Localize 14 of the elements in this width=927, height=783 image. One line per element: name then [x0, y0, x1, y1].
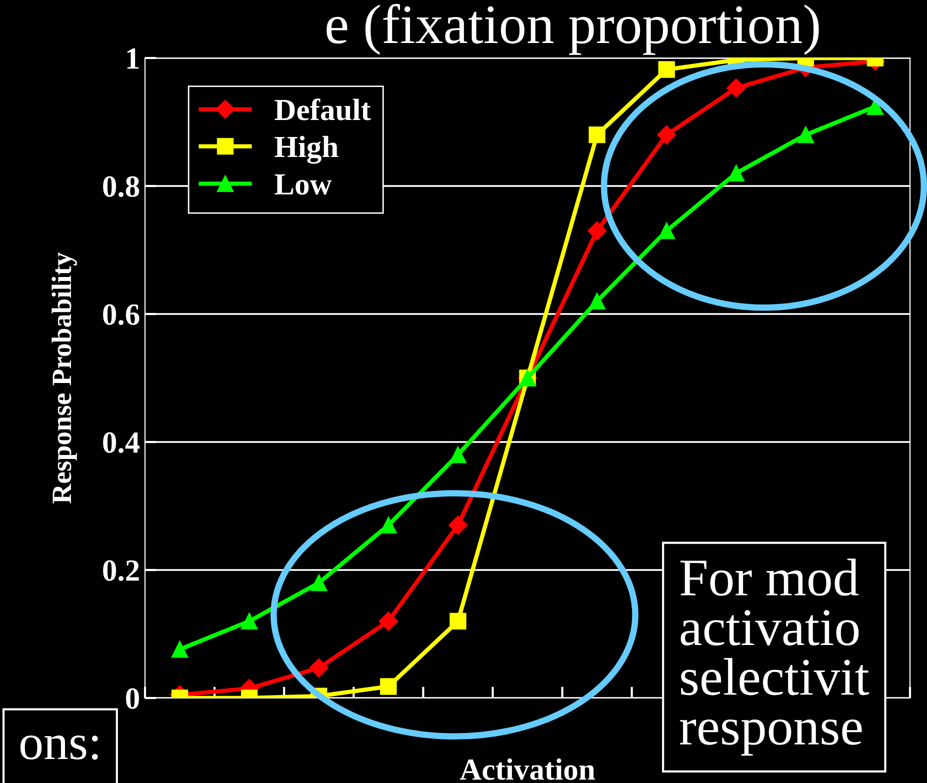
y-tick-label: 0 [126, 688, 139, 709]
y-tick-label: 0.8 [103, 176, 140, 198]
x-axis-title: Activation [460, 758, 595, 780]
y-tick-label: 0.4 [103, 432, 140, 454]
annotation: For mod activatio selectivit response [680, 558, 870, 756]
legend-label: High [274, 136, 338, 164]
legend-label: Low [274, 174, 332, 195]
text: ons: [20, 735, 98, 760]
y-tick-label: 0.6 [103, 304, 140, 326]
legend-label: Default [274, 98, 371, 120]
chart-title: e (fixation proportion) [326, 4, 819, 55]
y-axis-title: Response Probability [52, 252, 77, 504]
y-tick-label: 1 [127, 48, 139, 69]
y-tick-label: 0.2 [103, 560, 139, 582]
